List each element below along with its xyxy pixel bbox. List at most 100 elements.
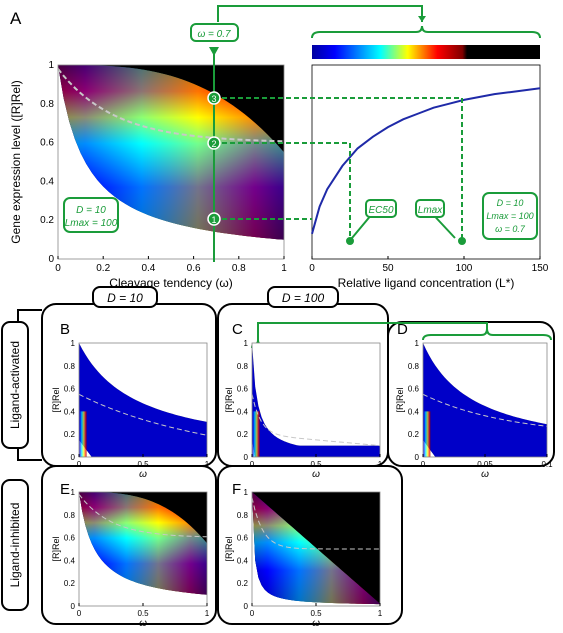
y-tick-label: 0.8: [40, 99, 54, 110]
y-tick-label: 0.8: [408, 362, 420, 371]
heatmap-low-omega-band: [79, 411, 87, 457]
mean-dashed-line: [78, 493, 208, 538]
omega-label: ω = 0.7: [197, 29, 231, 40]
y-tick-label: 0.8: [237, 511, 249, 520]
x-tick-label: 0.4: [141, 263, 155, 274]
heatmap-white-region: [252, 492, 380, 606]
legend-right-line2: Lmax = 100: [486, 211, 533, 221]
ec50-label: EC50: [368, 205, 393, 216]
marker-3-icon: [207, 91, 221, 105]
heatmap-band-shade: [58, 65, 284, 240]
y-axis-label: [R]Rel: [395, 387, 405, 412]
y-tick-label: 0.4: [40, 176, 54, 187]
marker-2-icon: [207, 136, 221, 150]
group-label-d10-box: [92, 286, 158, 308]
x-tick-label: 50: [382, 263, 394, 274]
x-tick-label: 1: [205, 609, 210, 618]
y-tick-label: 0.8: [64, 511, 76, 520]
x-tick-label: 0.5: [310, 609, 322, 618]
y-tick-label: 1: [415, 339, 420, 348]
y-tick-label: 0.4: [64, 407, 76, 416]
y-tick-label: 0: [71, 453, 76, 462]
y-tick-label: 0: [415, 453, 420, 462]
y-axis-label: Gene expression level ([R]Rel): [9, 80, 23, 243]
legend-right-line3: ω = 0.7: [495, 224, 526, 234]
x-tick-label: 0.5: [137, 609, 149, 618]
legend-right-line1: D = 10: [497, 198, 524, 208]
group-label-d10: D = 10: [107, 291, 143, 305]
x-tick-label: 0.5: [310, 460, 322, 469]
legend-left-box: [63, 197, 119, 233]
omega-label-box: [190, 23, 239, 42]
marker-2-label: 2: [211, 139, 216, 149]
y-tick-label: 1: [244, 488, 249, 497]
y-tick-label: 0.6: [408, 385, 420, 394]
x-tick-label: 0.2: [96, 263, 110, 274]
row-label-activated: Ligand-activated: [8, 341, 22, 429]
x-tick-label: 0: [250, 609, 255, 618]
y-tick-label: 0.2: [40, 215, 54, 226]
panel-label-e: E: [60, 481, 70, 498]
y-axis-label: [R]Rel: [51, 536, 61, 561]
x-axis-label: ω: [312, 618, 320, 629]
lmax-label: Lmax: [418, 205, 443, 216]
y-tick-label: 1: [71, 339, 76, 348]
y-tick-label: 1: [48, 60, 54, 71]
y-tick-label: 0.6: [64, 385, 76, 394]
y-tick-label: 1: [71, 488, 76, 497]
mean-dashed-line: [422, 393, 548, 427]
x-tick-label: 1: [205, 460, 210, 469]
x-tick-label: 0.6: [187, 263, 201, 274]
panel-label-b: B: [60, 321, 70, 338]
y-tick-label: 0.6: [237, 385, 249, 394]
ec50-box: [365, 199, 397, 218]
mean-dashed-line: [251, 394, 381, 447]
y-tick-label: 0.4: [408, 407, 420, 416]
panel-b-heatmap: 0 0.5 1 0 0.2 0.4 0.6 0.8 1 ω [R]Rel: [51, 339, 210, 480]
y-tick-label: 0: [48, 254, 54, 265]
x-axis-label: Relative ligand concentration (L*): [338, 276, 515, 290]
y-axis-label: [R]Rel: [51, 387, 61, 412]
x-tick-label: 100: [456, 263, 473, 274]
heatmap-white-top: [79, 343, 207, 422]
row-label-activated-box: [1, 321, 29, 449]
x-tick-label: 1: [378, 460, 383, 469]
x-tick-label: 1: [281, 263, 287, 274]
annotations-a: [209, 5, 541, 262]
line-axes-frame: [311, 64, 541, 260]
mean-dashed-line: [57, 68, 285, 143]
y-tick-label: 0.4: [237, 407, 249, 416]
x-axis-label: ω: [312, 469, 320, 480]
heatmap-white-region: [79, 492, 207, 606]
y-axis-label: [R]Rel: [224, 387, 234, 412]
y-tick-label: 0: [244, 453, 249, 462]
panel-label-c: C: [232, 321, 243, 338]
heatmap-band-shade: [252, 492, 380, 605]
y-tick-label: 0.4: [237, 556, 249, 565]
x-tick-label: 0: [421, 460, 426, 469]
marker-1-icon: [207, 212, 221, 226]
mean-dashed-line: [78, 393, 208, 436]
heatmap-white-top: [252, 343, 380, 446]
y-tick-label: 0.2: [64, 579, 76, 588]
group-label-d100-box: [267, 286, 339, 308]
legend-left-line2: Lmax = 100: [65, 218, 118, 229]
panel-label-a: A: [10, 9, 22, 28]
x-tick-label: 0.05: [477, 460, 493, 469]
x-tick-label: 0: [77, 609, 82, 618]
panel-e-heatmap: 0 0.5 1 0 0.2 0.4 0.6 0.8 1 ω [R]Rel: [51, 488, 210, 629]
x-axis-label: ω: [139, 618, 147, 629]
heatmap-white-top: [423, 343, 547, 425]
dose-response-curve: [311, 87, 541, 235]
y-tick-label: 0.8: [237, 362, 249, 371]
x-tick-label: 1: [378, 609, 383, 618]
marker-3-label: 3: [211, 94, 216, 104]
x-tick-label: 0: [250, 460, 255, 469]
x-tick-label: 0: [55, 263, 61, 274]
y-tick-label: 0.2: [64, 430, 76, 439]
y-tick-label: 0.4: [64, 556, 76, 565]
circle-markers: 1 2 3: [207, 91, 221, 226]
legend-left-line1: D = 10: [76, 205, 106, 216]
